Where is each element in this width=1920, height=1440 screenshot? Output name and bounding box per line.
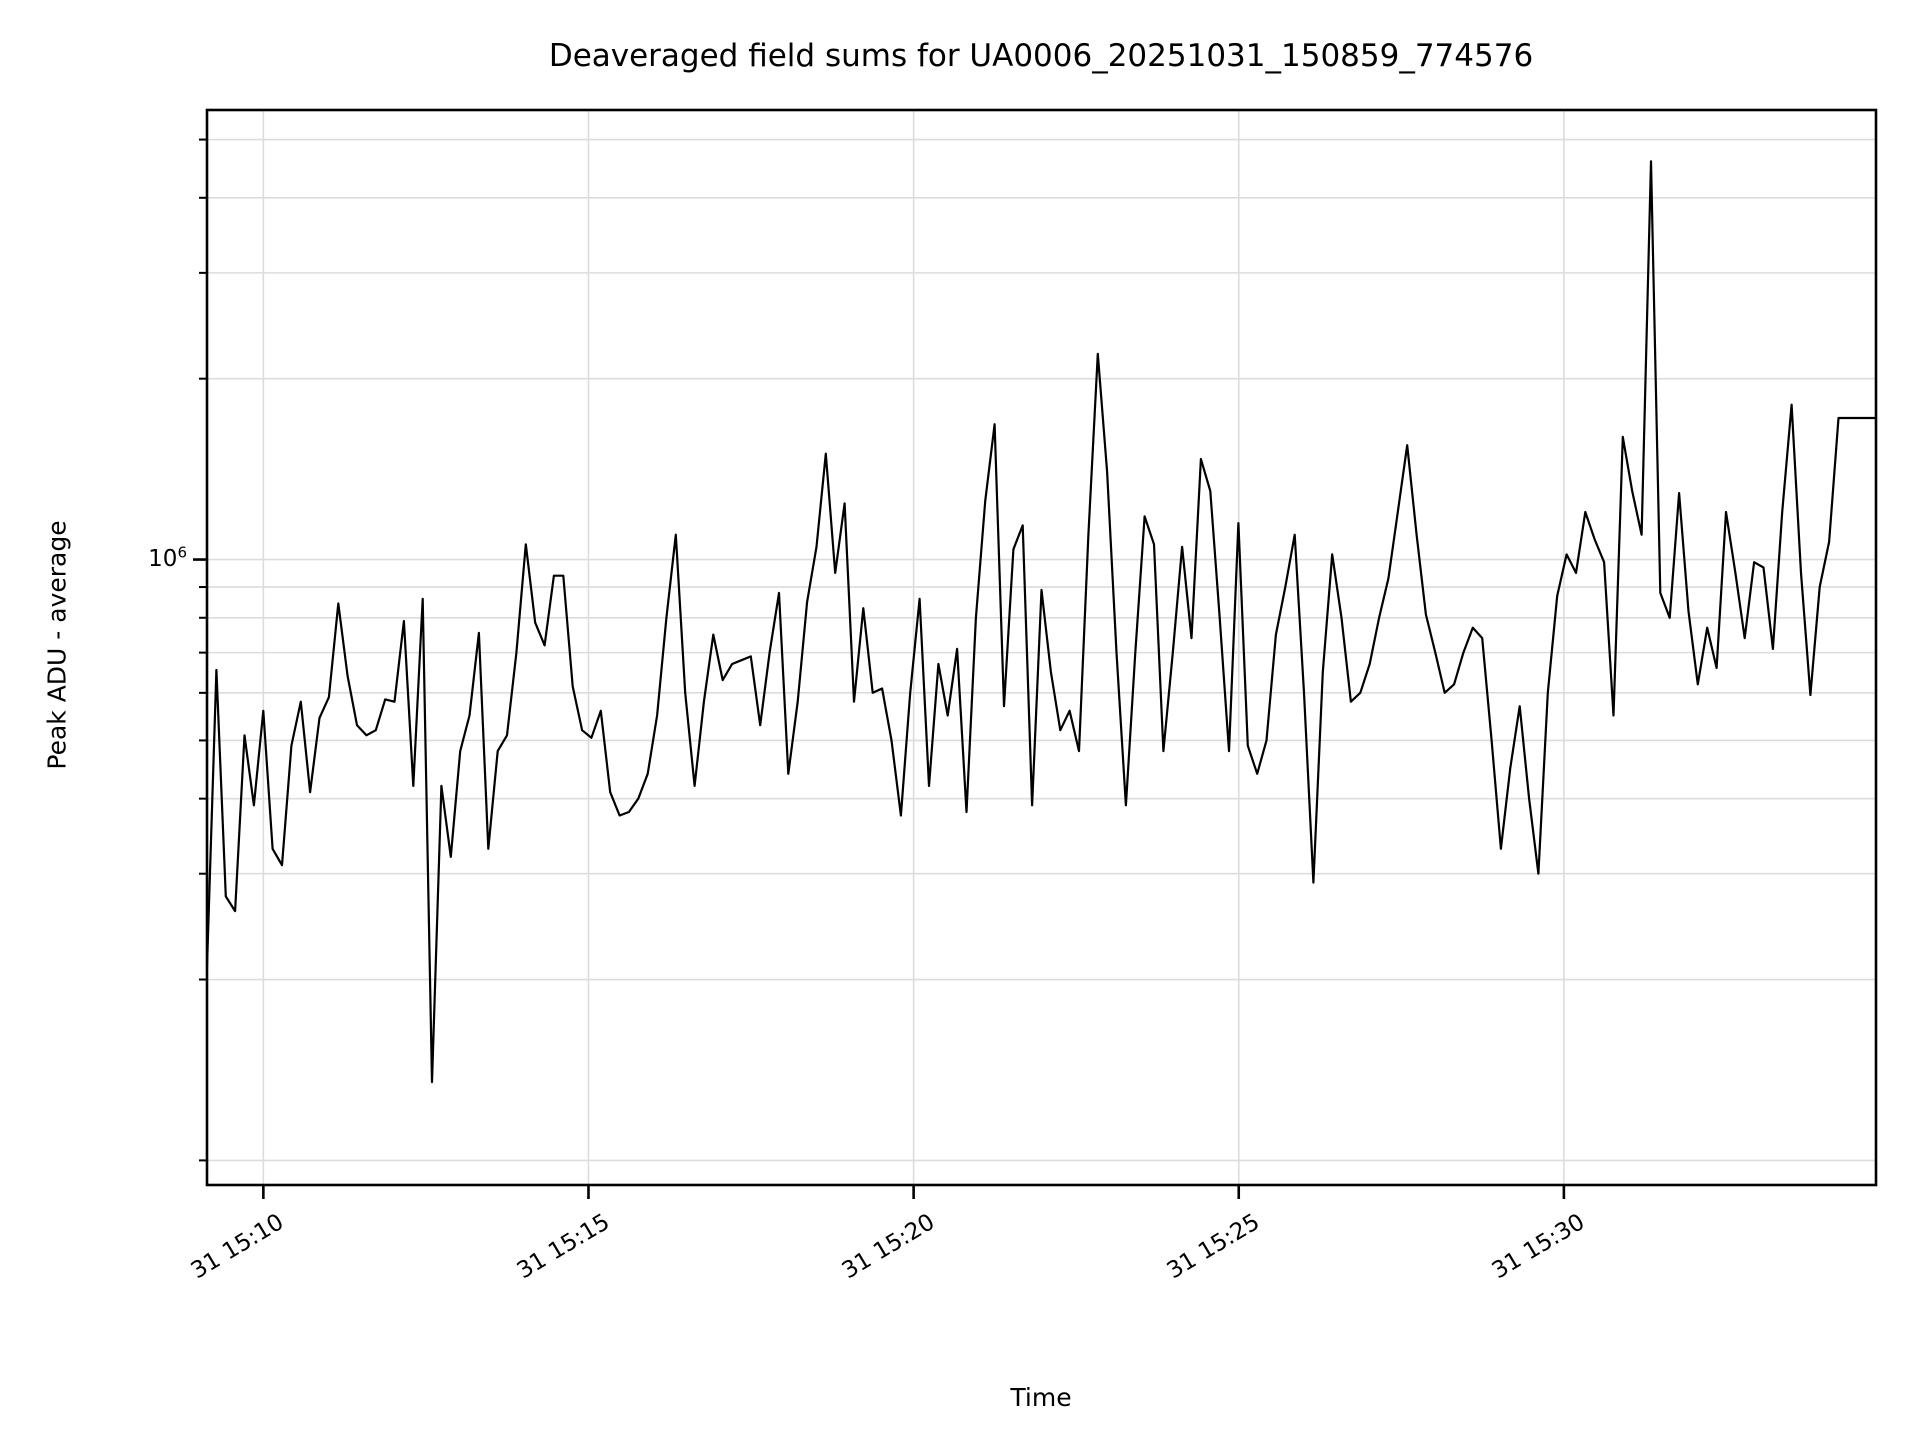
y-tick-mantissa: 10: [148, 546, 178, 573]
data-line: [205, 160, 1878, 1084]
y-axis-label: Peak ADU - average: [42, 520, 72, 770]
chart-title: Deaveraged field sums for UA0006_2025103…: [548, 38, 1534, 74]
axes-frame: [205, 108, 1878, 1187]
x-axis-label: Time: [1010, 1383, 1072, 1412]
y-tick-label-1e6: 106: [148, 544, 187, 573]
y-tick-exponent: 6: [177, 543, 187, 562]
